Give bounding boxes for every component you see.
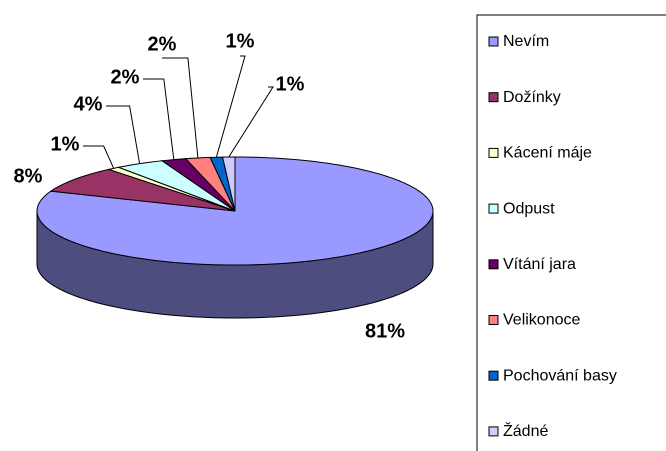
leader-line xyxy=(143,78,175,160)
data-label: 2% xyxy=(148,33,177,55)
legend-swatch xyxy=(488,259,499,270)
data-label: 8% xyxy=(14,165,43,187)
legend-swatch xyxy=(488,315,499,325)
legend-swatch xyxy=(488,426,499,437)
legend-swatch xyxy=(488,370,499,381)
legend-swatch xyxy=(488,203,499,214)
data-label: 4% xyxy=(74,93,103,115)
legend-swatch xyxy=(488,147,499,158)
pie-slice xyxy=(116,160,236,212)
legend-label: Vítání jara xyxy=(503,256,576,273)
leader-line xyxy=(215,55,246,158)
legend-label: Velikonoce xyxy=(503,312,580,329)
data-label: 2% xyxy=(111,66,140,88)
legend-label: Kácení máje xyxy=(503,145,592,162)
leader-line xyxy=(162,57,199,159)
legend-box xyxy=(476,14,666,451)
legend-swatch xyxy=(488,36,499,47)
data-label: 1% xyxy=(226,30,255,52)
data-label: 1% xyxy=(51,133,80,155)
legend-label: Odpust xyxy=(503,200,555,217)
legend-label: Žádné xyxy=(503,421,548,440)
legend-label: Nevím xyxy=(503,33,549,50)
pie-slice xyxy=(49,168,236,212)
leader-line xyxy=(106,105,141,164)
legend-label: Dožínky xyxy=(503,89,561,106)
leader-line xyxy=(83,145,115,169)
data-label: 1% xyxy=(276,73,305,95)
data-label: 81% xyxy=(365,320,405,342)
legend-swatch xyxy=(488,92,499,103)
pie-slice xyxy=(221,156,236,212)
legend-label: Pochování basy xyxy=(503,367,617,384)
leader-line xyxy=(228,86,274,158)
